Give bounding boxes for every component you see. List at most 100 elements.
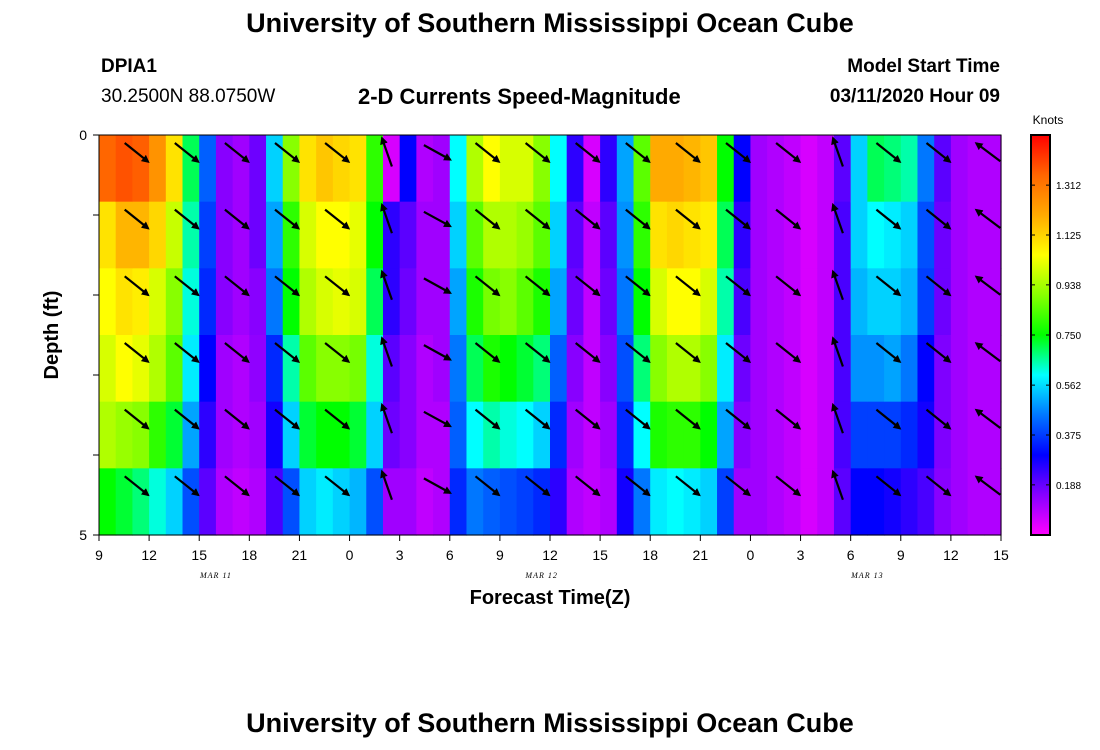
heatmap-cell [850,268,868,336]
heatmap-cell [433,268,451,336]
heatmap-cell [583,335,601,403]
heatmap-cell [683,201,701,269]
heatmap-cell [533,335,551,403]
current-arrow [675,208,701,230]
heatmap-cell [165,468,184,536]
heatmap-cell [633,268,651,336]
heatmap-cell [466,401,484,469]
current-arrow [423,410,452,428]
heatmap-cell [516,401,534,469]
current-arrow [575,342,601,363]
heatmap-cell [733,335,752,403]
heatmap-cell [149,268,167,336]
current-arrow [831,336,844,367]
heatmap-cell [466,468,484,536]
current-arrow [575,275,601,297]
heatmap-cell [533,401,551,469]
heatmap-cell [516,201,534,269]
heatmap-cell [182,335,200,403]
heatmap-cell [817,268,835,336]
heatmap-cell [366,401,384,469]
heatmap-cell [733,268,752,336]
current-arrow [725,408,752,430]
heatmap-cell [366,268,384,336]
heatmap-cell [499,401,518,469]
date-label: MAR 11 [199,571,232,580]
current-arrow [124,208,150,230]
current-arrow [625,342,651,363]
heatmap-cell [867,335,885,403]
heatmap-cell [566,468,584,536]
heatmap-cell [817,468,835,536]
x-axis: 9 12 15 18 21 0 3 6 9 12 15 18 21 0 3 6 9 12 15 [95,535,1009,563]
heatmap-cell [165,401,184,469]
heatmap-cell [934,268,952,336]
current-arrow [174,475,200,497]
heatmap-cell [750,401,768,469]
current-arrow [675,408,701,430]
heatmap-cell [332,201,351,269]
heatmap-cell [884,135,902,203]
current-arrow [725,142,752,163]
heatmap-cell [449,201,468,269]
heatmap-cell [349,268,367,336]
current-arrow [524,408,551,430]
current-arrow [524,275,551,297]
heatmap-cell [316,401,334,469]
heatmap-cell [99,201,117,269]
heatmap-cell [683,335,701,403]
heatmap-cell [199,401,217,469]
heatmap-cell [299,201,317,269]
heatmap-cell [666,401,685,469]
heatmap-cell [533,201,551,269]
current-arrow [675,342,701,363]
heatmap-cell [449,468,468,536]
heatmap-cell [717,335,735,403]
heatmap-cell [800,268,818,336]
heatmap-cell [800,201,818,269]
current-arrow [974,342,1001,363]
heatmap-cell [917,268,935,336]
current-arrow [775,208,802,230]
current-arrow [474,208,501,230]
heatmap-cell [449,335,468,403]
heatmap-cell [165,201,184,269]
current-arrow [675,142,701,163]
colorbar-unit: Knots [1033,113,1064,127]
heatmap-cell [683,401,701,469]
current-arrow [974,275,1001,296]
current-arrow [324,142,351,163]
heatmap-cell [165,335,184,403]
heatmap-cell [650,201,668,269]
station-id: DPIA1 [101,56,157,77]
heatmap-cell [483,401,501,469]
heatmap-cell [767,268,785,336]
current-arrow [423,477,452,494]
heatmap-cell [416,135,434,203]
current-arrow [174,208,200,230]
heatmap-cell [165,268,184,336]
current-arrow [974,475,1001,496]
current-arrow [925,142,952,163]
heatmap-cells [99,135,1002,536]
colorbar-tick-label: 0.938 [1056,281,1081,292]
chart-subtitle: 2-D Currents Speed-Magnitude [358,84,681,109]
heatmap-cell [349,201,367,269]
current-arrow [775,408,802,430]
heatmap-cell [299,335,317,403]
current-arrow [474,342,501,363]
current-arrow [380,202,393,234]
heatmap-cell [232,401,250,469]
colorbar-tick-label: 0.188 [1056,481,1081,492]
current-arrow [974,208,1001,229]
heatmap-cell [583,468,601,536]
current-arrow [725,208,752,230]
heatmap-cell [149,335,167,403]
heatmap-cell [733,401,752,469]
heatmap-cell [349,335,367,403]
heatmap-cell [399,335,417,403]
heatmap-cell [984,135,1002,203]
heatmap-cell [900,268,919,336]
heatmap-cell [115,268,133,336]
heatmap-cell [967,135,985,203]
